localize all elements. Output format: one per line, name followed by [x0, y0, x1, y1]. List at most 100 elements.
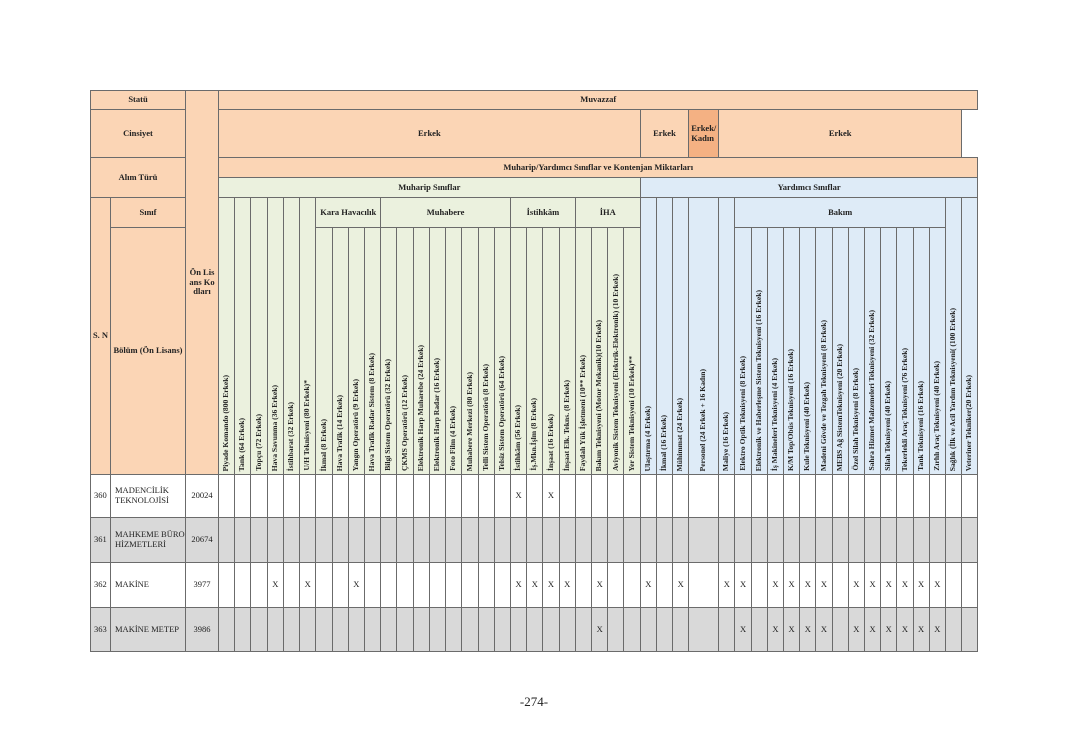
mark-cell	[412, 562, 430, 608]
mark-cell	[831, 562, 849, 608]
mark-cell	[250, 517, 268, 563]
mark-cell: X	[299, 562, 317, 608]
column-header: Kule Teknisyeni (40 Erkek)	[799, 227, 817, 475]
mark-cell	[750, 607, 768, 652]
kod-cell: 3986	[185, 607, 219, 652]
column-header: Sağlık (İlk ve Acil Yardım Teknisyeni( (…	[944, 197, 963, 475]
mark-cell	[639, 474, 657, 518]
mark-cell	[315, 474, 333, 518]
mark-cell	[477, 562, 495, 608]
mark-cell	[461, 517, 479, 563]
mark-cell	[234, 562, 252, 608]
column-header: Elektro Optik Teknisyeni (8 Erkek)	[734, 227, 752, 475]
column-header: Personel (24 Erkek + 16 Kadın)	[688, 197, 720, 475]
mark-cell: X	[734, 607, 752, 652]
column-header: Tank Teknisyeni (16 Erkek)	[912, 227, 930, 475]
mark-cell	[815, 474, 833, 518]
column-header: Maliye (16 Erkek)	[718, 197, 736, 475]
mark-cell	[412, 517, 430, 563]
mark-cell	[574, 607, 593, 652]
statu-label: Statü	[90, 90, 186, 110]
mark-cell	[944, 562, 963, 608]
mark-cell: X	[639, 562, 657, 608]
kod-cell: 20674	[185, 517, 219, 563]
column-header: İkmal (16 Erkek)	[655, 197, 674, 475]
mark-cell	[831, 517, 849, 563]
column-header: MEBS Ağ SistemTeknisyeni (20 Erkek)	[831, 227, 849, 475]
statu-value: Muvazzaf	[217, 90, 979, 110]
mark-cell: X	[782, 607, 801, 652]
mark-cell	[558, 607, 576, 652]
mark-cell	[461, 562, 479, 608]
mark-cell	[623, 607, 641, 652]
mark-cell: X	[526, 562, 544, 608]
column-header: K/M Top/Obüs Teknisyeni (16 Erkek)	[782, 227, 801, 475]
mark-cell: X	[509, 562, 528, 608]
mark-cell	[718, 517, 736, 563]
mark-cell	[623, 562, 641, 608]
column-header-label: Telli Sistem Operatörü (8 Erkek)	[480, 364, 490, 471]
mark-cell: X	[863, 562, 882, 608]
on-lisans-kodlari-label: Ön Lisans Kodları	[189, 266, 215, 297]
column-header: Muhabere Merkezi (80 Erkek)	[461, 227, 479, 475]
column-header: Telsiz Sistem Operatörü (64 Erkek)	[493, 227, 511, 475]
column-header-label: ÇKMS Operatörü (12 Erkek)	[399, 375, 409, 471]
table-row: 360 MADENCİLİK TEKNOLOJİSİ 20024 X X	[90, 474, 979, 518]
mark-cell	[315, 607, 333, 652]
mark-cell	[574, 517, 593, 563]
mark-cell: X	[782, 562, 801, 608]
mark-cell: X	[799, 562, 817, 608]
column-header: Aviyonik Sistem Teknisyeni (Elektrik-Ele…	[607, 227, 625, 475]
column-header-label: Elektro Optik Teknisyeni (8 Erkek)	[737, 356, 747, 471]
mark-cell: X	[880, 562, 898, 608]
mark-cell	[282, 562, 301, 608]
mark-cell	[558, 517, 576, 563]
mark-cell: X	[928, 607, 946, 652]
mark-cell	[266, 517, 284, 563]
sn-cell: 360	[90, 474, 111, 518]
mark-cell	[396, 517, 414, 563]
mark-cell	[461, 607, 479, 652]
mark-cell	[396, 607, 414, 652]
mark-cell	[782, 517, 801, 563]
mark-cell	[863, 474, 882, 518]
mark-cell: X	[912, 562, 930, 608]
mark-cell	[655, 607, 674, 652]
mark-cell	[380, 474, 398, 518]
mark-cell	[347, 607, 365, 652]
column-header-label: Muhabere Merkezi (80 Erkek)	[464, 371, 474, 471]
mark-cell	[428, 517, 447, 563]
mark-cell	[445, 474, 463, 518]
column-header: Elektronik Harp Muharebe (24 Erkek)	[412, 227, 430, 475]
mark-cell	[799, 474, 817, 518]
mark-cell: X	[815, 607, 833, 652]
mark-cell	[750, 517, 768, 563]
mark-cell	[639, 517, 657, 563]
mark-cell	[880, 474, 898, 518]
mark-cell: X	[863, 607, 882, 652]
column-header: Telli Sistem Operatörü (8 Erkek)	[477, 227, 495, 475]
mark-cell	[526, 607, 544, 652]
column-header: Elektronik Harp Radar (16 Erkek)	[428, 227, 447, 475]
mark-cell	[718, 474, 736, 518]
bolum-cell: MAHKEME BÜRO HİZMETLERİ	[110, 517, 186, 563]
mark-cell	[217, 517, 236, 563]
mark-cell	[331, 562, 349, 608]
mark-cell	[347, 474, 365, 518]
mark-cell: X	[734, 562, 752, 608]
column-header-label: Tank (64 Erkek)	[237, 417, 247, 471]
mark-cell	[412, 474, 430, 518]
mark-cell: X	[912, 607, 930, 652]
mark-cell: X	[347, 562, 365, 608]
column-header-label: Bakım Teknisyeni (Motor Mekanik)(10 Erke…	[594, 319, 604, 471]
mark-cell	[315, 562, 333, 608]
mark-cell	[961, 607, 979, 652]
mark-cell	[944, 517, 963, 563]
column-header: ÇKMS Operatörü (12 Erkek)	[396, 227, 414, 475]
mark-cell	[558, 474, 576, 518]
mark-cell	[831, 607, 849, 652]
column-header-label: Ulaştırma (4 Erkek)	[642, 405, 652, 471]
cinsiyet-value: Erkek	[718, 109, 963, 158]
mark-cell	[299, 474, 317, 518]
column-header-label: İş Makineleri Teknisyeni (4 Erkek)	[770, 357, 780, 471]
